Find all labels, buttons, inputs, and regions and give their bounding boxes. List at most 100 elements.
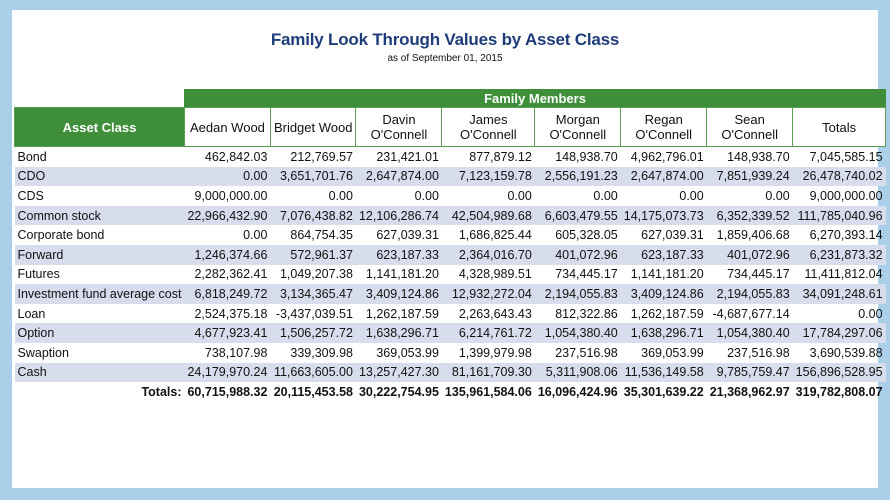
- value-cell: 462,842.03: [204, 149, 268, 164]
- value-cell: 0.00: [593, 188, 618, 203]
- value-cell: 1,246,374.66: [184, 244, 271, 265]
- value-cell: 369,053.99: [641, 345, 704, 360]
- value-cell: 9,000,000.00: [194, 188, 268, 203]
- column-header: Totals: [792, 107, 887, 147]
- column-header-line1: Davin: [382, 112, 416, 127]
- value-cell: 2,556,191.23: [534, 166, 621, 187]
- column-header-line1: Regan: [644, 112, 683, 127]
- value-cell: 0.00: [765, 188, 790, 203]
- report-subtitle: as of September 01, 2015: [387, 53, 503, 64]
- column-header: Aedan Wood: [183, 107, 271, 147]
- asset-class-label: Futures: [17, 267, 60, 282]
- value-cell: 627,039.31: [376, 228, 439, 243]
- value-cell: 0.00: [858, 306, 883, 321]
- asset-class-label: Swaption: [17, 345, 69, 360]
- value-cell: 237,516.98: [555, 345, 618, 360]
- asset-class-label: Option: [14, 323, 185, 343]
- column-header-line2: O'Connell: [460, 127, 517, 142]
- value-cell: 1,399,979.98: [458, 345, 532, 360]
- value-cell: 734,445.17: [727, 267, 790, 282]
- value-cell: 812,322.86: [555, 306, 618, 321]
- value-cell: 3,651,701.76: [270, 166, 356, 187]
- value-cell: 5,311,908.06: [534, 362, 621, 383]
- total-value-cell: 319,782,808.07: [795, 384, 883, 399]
- value-cell: 148,938.70: [555, 149, 618, 164]
- value-cell: 17,784,297.06: [792, 323, 886, 343]
- column-header: Morgan O'Connell: [534, 107, 622, 147]
- value-cell: 26,478,740.02: [792, 166, 886, 187]
- asset-class-label: Forward: [14, 244, 185, 265]
- value-cell: -3,437,039.51: [275, 306, 353, 321]
- value-cell: 24,179,970.24: [184, 362, 271, 383]
- column-header-line1: James: [469, 112, 508, 127]
- value-cell: 6,231,873.32: [792, 244, 886, 265]
- value-cell: 2,364,016.70: [441, 244, 535, 265]
- column-header: Davin O'Connell: [355, 107, 443, 147]
- total-value-cell: 20,115,453.58: [273, 384, 353, 399]
- value-cell: 623,187.33: [620, 244, 707, 265]
- value-cell: 877,879.12: [469, 149, 532, 164]
- value-cell: 1,859,406.68: [716, 228, 790, 243]
- table-row: Option 4,677,923.41 1,506,257.72 1,638,296.…: [14, 323, 886, 343]
- column-header-line1: Sean: [734, 112, 765, 127]
- total-value-cell: 35,301,639.22: [623, 384, 704, 399]
- totals-row: Totals: 60,715,988.32 20,115,453.58 30,222,…: [15, 382, 886, 402]
- column-header-line2: O'Connell: [721, 127, 779, 142]
- value-cell: 148,938.70: [727, 149, 790, 164]
- totals-label: Totals:: [141, 384, 182, 399]
- value-cell: 7,045,585.15: [809, 149, 883, 164]
- column-header-line2: O'Connell: [635, 127, 693, 142]
- total-value-cell: 135,961,584.06: [444, 384, 532, 399]
- value-cell: 605,328.05: [555, 228, 618, 243]
- asset-class-label: Common stock: [14, 205, 185, 226]
- value-cell: 1,054,380.40: [534, 323, 621, 343]
- value-cell: 1,054,380.40: [706, 323, 793, 343]
- value-cell: 1,262,187.59: [630, 306, 704, 321]
- value-cell: 11,411,812.04: [804, 267, 883, 282]
- table-row: Common stock 22,966,432.90 7,076,438.82 12,…: [14, 205, 886, 226]
- family-members-header: Family Members: [184, 89, 886, 108]
- value-cell: 0.00: [184, 166, 271, 187]
- value-cell: -4,687,677.14: [712, 306, 790, 321]
- value-cell: 6,352,339.52: [706, 205, 793, 226]
- asset-class-label: Corporate bond: [17, 228, 105, 243]
- value-cell: 7,851,939.24: [706, 166, 793, 187]
- value-cell: 627,039.31: [641, 228, 704, 243]
- report-title: Family Look Through Values by Asset Clas…: [270, 30, 620, 49]
- value-cell: 4,677,923.41: [184, 323, 271, 343]
- column-header-line1: Bridget Wood: [273, 119, 353, 135]
- asset-class-label: Investment fund average cost: [14, 284, 185, 304]
- asset-class-label: CDS: [17, 188, 44, 203]
- value-cell: 237,516.98: [727, 345, 790, 360]
- value-cell: 156,896,528.95: [792, 362, 886, 383]
- table-row: Swaption 738,107.98 339,309.98 369,053.99 1,…: [15, 343, 886, 363]
- value-cell: 401,072.96: [706, 244, 793, 265]
- column-header: James O'Connell: [441, 107, 536, 147]
- group-header-row: Family Members: [14, 89, 886, 108]
- value-cell: 623,187.33: [355, 244, 442, 265]
- table-row: CDO 0.00 3,651,701.76 2,647,874.00 7,123,159…: [14, 166, 886, 187]
- column-header: Bridget Wood: [269, 107, 357, 147]
- asset-class-table: Family Members Asset Class Aedan Wood Bri…: [14, 89, 887, 402]
- table-row: Loan 2,524,375.18 -3,437,039.51 1,262,187.5…: [15, 304, 886, 324]
- value-cell: 22,966,432.90: [184, 205, 271, 226]
- value-cell: 34,091,248.61: [792, 284, 886, 304]
- value-cell: 572,961.37: [270, 244, 356, 265]
- column-header: Regan O'Connell: [620, 107, 708, 147]
- value-cell: 4,328,989.51: [458, 267, 532, 282]
- value-cell: 1,638,296.71: [620, 323, 707, 343]
- value-cell: 81,161,709.30: [441, 362, 535, 383]
- column-header-line1: Aedan Wood: [189, 119, 265, 135]
- value-cell: 864,754.35: [290, 228, 353, 243]
- value-cell: 339,309.98: [290, 345, 353, 360]
- value-cell: 3,409,124.86: [355, 284, 442, 304]
- value-cell: 2,194,055.83: [706, 284, 793, 304]
- value-cell: 0.00: [507, 188, 532, 203]
- value-cell: 11,536,149.58: [620, 362, 707, 383]
- column-header-row: Asset Class Aedan Wood Bridget Wood Davin O…: [14, 107, 887, 147]
- column-header-line2: O'Connell: [549, 127, 607, 142]
- value-cell: 3,409,124.86: [620, 284, 707, 304]
- table-row: CDS 9,000,000.00 0.00 0.00 0.00 0.00 0.00 0.00 9…: [15, 186, 886, 206]
- total-value-cell: 16,096,424.96: [537, 384, 618, 399]
- asset-class-label: Cash: [14, 362, 185, 383]
